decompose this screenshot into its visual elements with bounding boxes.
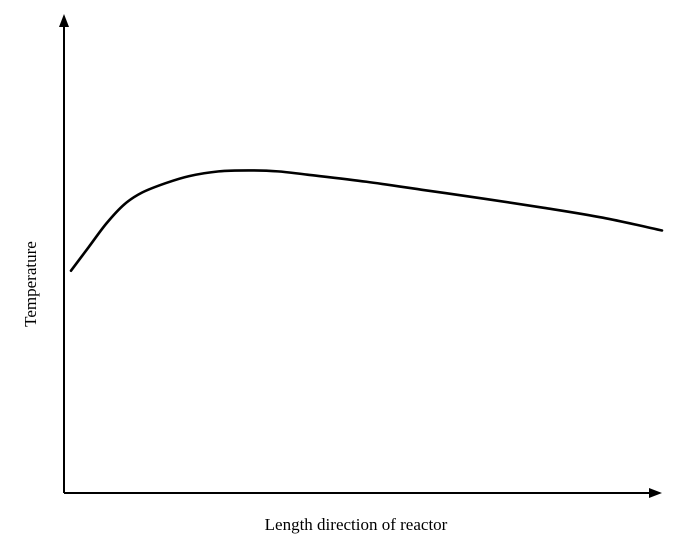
series-group: [69, 169, 664, 272]
temperature-curve-line: [69, 169, 664, 272]
y-axis-label: Temperature: [21, 241, 40, 327]
x-axis-arrow-icon: [649, 488, 662, 498]
y-axis-arrow-icon: [59, 14, 69, 27]
x-axis-label: Length direction of reactor: [265, 515, 448, 534]
